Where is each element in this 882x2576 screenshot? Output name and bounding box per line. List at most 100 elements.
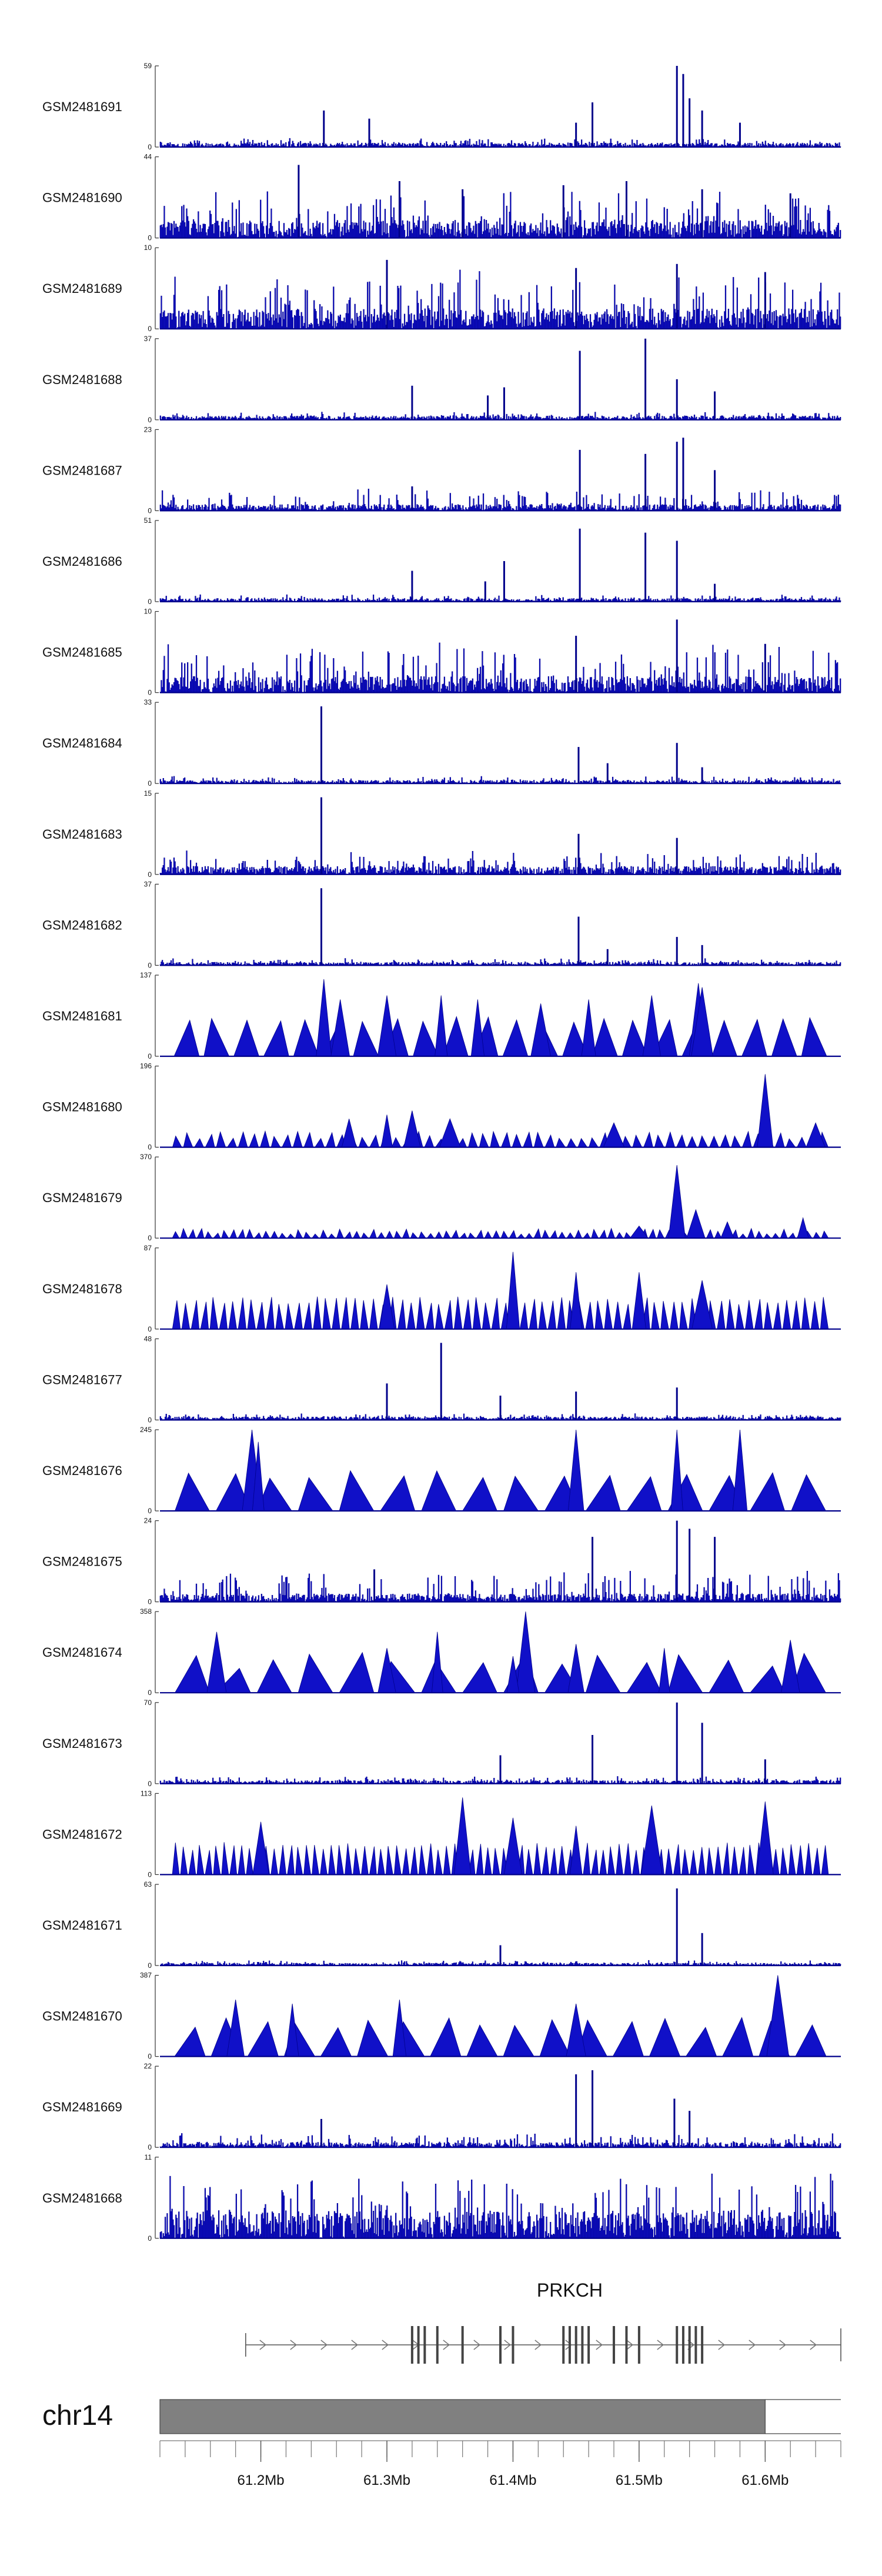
strand-arrow — [504, 2340, 512, 2350]
coverage-area — [159, 412, 841, 421]
peak-triangle — [506, 1252, 520, 1330]
y-min-label: 0 — [148, 1052, 152, 1060]
track-GSM2481674: GSM2481674 358 0 — [42, 1607, 841, 1697]
track-label: GSM2481682 — [42, 917, 122, 932]
genome-tick-label: 61.2Mb — [238, 2472, 285, 2488]
exon-mark — [461, 2326, 464, 2364]
peak-triangle — [732, 1429, 748, 1511]
track-GSM2481671: GSM2481671 63 0 — [42, 1880, 841, 1970]
peak-triangle — [567, 1429, 584, 1511]
peak-bar — [503, 561, 505, 602]
strand-arrow — [290, 2340, 298, 2350]
peak-bar — [577, 833, 580, 875]
track-GSM2481690: GSM2481690 44 0 — [42, 153, 841, 242]
peak-bar — [676, 66, 678, 147]
peak-triangle — [720, 1221, 734, 1239]
y-min-label: 0 — [148, 689, 152, 697]
y-max-label: 59 — [144, 62, 152, 70]
ideogram-band — [159, 2399, 766, 2434]
peak-bar — [320, 888, 322, 966]
track-GSM2481685: GSM2481685 10 0 — [42, 608, 841, 697]
peak-bar — [499, 1945, 502, 1966]
exon-mark — [688, 2326, 691, 2364]
y-max-label: 387 — [140, 1971, 152, 1980]
peak-triangle — [316, 979, 332, 1057]
track-label: GSM2481685 — [42, 645, 122, 660]
peak-bar — [764, 643, 766, 693]
peak-bar — [368, 118, 370, 147]
peak-bar — [386, 259, 388, 329]
peak-triangle — [206, 1631, 227, 1693]
track-label: GSM2481677 — [42, 1372, 122, 1387]
track-label: GSM2481678 — [42, 1282, 122, 1296]
peak-bar — [323, 110, 325, 147]
coverage-area — [159, 1570, 841, 1602]
strand-arrow — [749, 2340, 756, 2350]
peak-bar — [575, 1392, 577, 1420]
y-max-label: 22 — [144, 2062, 152, 2070]
peak-triangle — [603, 1122, 625, 1147]
exon-mark — [625, 2326, 628, 2364]
y-min-label: 0 — [148, 416, 152, 424]
peak-bar — [676, 937, 678, 966]
y-max-label: 10 — [144, 243, 152, 252]
track-label: GSM2481671 — [42, 1918, 122, 1933]
track-label: GSM2481687 — [42, 463, 122, 478]
y-min-label: 0 — [148, 1143, 152, 1152]
peak-triangle — [632, 1272, 647, 1330]
exon-mark — [499, 2326, 502, 2364]
coverage-triangles — [174, 2017, 827, 2057]
peak-triangle — [530, 1003, 551, 1057]
track-GSM2481672: GSM2481672 113 0 — [42, 1789, 841, 1878]
peak-bar — [484, 581, 486, 602]
peak-bar — [575, 636, 577, 693]
y-min-label: 0 — [148, 2234, 152, 2243]
track-label: GSM2481684 — [42, 736, 122, 750]
peak-triangle — [670, 1429, 683, 1511]
peak-bar — [676, 1702, 678, 1784]
y-max-label: 48 — [144, 1334, 152, 1343]
strand-arrow — [351, 2340, 359, 2350]
track-GSM2481689: GSM2481689 10 0 — [42, 243, 841, 333]
peak-bar — [487, 395, 489, 420]
track-label: GSM2481679 — [42, 1190, 122, 1205]
coverage-area — [159, 488, 841, 511]
track-GSM2481668: GSM2481668 11 0 — [42, 2153, 841, 2243]
y-max-label: 24 — [144, 1517, 152, 1525]
y-max-label: 23 — [144, 425, 152, 433]
peak-bar — [676, 263, 678, 329]
track-GSM2481677: GSM2481677 48 0 — [42, 1334, 841, 1424]
peak-bar — [592, 1735, 594, 1784]
track-label: GSM2481680 — [42, 1100, 122, 1115]
coverage-triangles — [174, 1651, 827, 1693]
peak-bar — [689, 2111, 691, 2148]
track-GSM2481683: GSM2481683 15 0 — [42, 789, 841, 879]
peak-bar — [701, 189, 703, 238]
peak-triangle — [516, 1611, 536, 1693]
strand-arrow — [473, 2340, 481, 2350]
peak-bar — [682, 438, 684, 511]
peak-triangle — [503, 1817, 523, 1875]
y-min-label: 0 — [148, 1325, 152, 1333]
chromosome-ideogram: chr14 — [42, 2399, 841, 2434]
y-min-label: 0 — [148, 1780, 152, 1788]
y-max-label: 10 — [144, 608, 152, 616]
coverage-triangles — [172, 1130, 829, 1147]
peak-triangle — [780, 1640, 800, 1693]
y-max-label: 196 — [140, 1062, 152, 1070]
strand-arrow — [320, 2340, 328, 2350]
strand-arrow — [443, 2340, 450, 2350]
exon-mark — [676, 2326, 679, 2364]
y-max-label: 245 — [140, 1426, 152, 1434]
y-max-label: 70 — [144, 1699, 152, 1707]
track-label: GSM2481674 — [42, 1645, 122, 1660]
peak-bar — [644, 338, 647, 420]
track-GSM2481684: GSM2481684 33 0 — [42, 698, 841, 788]
y-min-label: 0 — [148, 1507, 152, 1515]
peak-triangle — [569, 1826, 583, 1875]
y-min-label: 0 — [148, 1598, 152, 1606]
strand-arrow — [596, 2340, 603, 2350]
exon-mark — [417, 2326, 420, 2364]
peak-bar — [789, 193, 791, 238]
